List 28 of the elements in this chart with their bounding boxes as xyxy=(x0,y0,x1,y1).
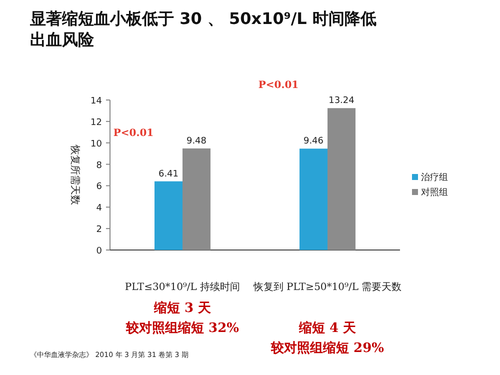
text: P<0.01 xyxy=(257,80,300,91)
y-tick-label: 4 xyxy=(96,204,102,214)
data-label: 13.24 xyxy=(328,96,355,106)
data-label: 9.46 xyxy=(303,136,324,147)
x-tick-label: PLT≤30*10⁹/L 持续时间 xyxy=(124,282,240,293)
chart-title: 显著缩短血小板低于 30 、 50x10⁹/L 时间降低出血风险 xyxy=(30,8,378,50)
y-tick-label: 14 xyxy=(90,96,102,106)
y-tick-label: 0 xyxy=(96,246,102,256)
y-tick-label: 10 xyxy=(90,139,102,150)
y-tick-label: 12 xyxy=(90,118,102,128)
text: 较对照组缩短 29% xyxy=(270,340,385,357)
text: 缩短 3 天 xyxy=(152,300,212,317)
bar xyxy=(154,181,182,250)
y-tick-label: 6 xyxy=(96,182,102,192)
legend-label: 治疗组 xyxy=(421,172,448,183)
bar xyxy=(182,148,210,250)
text: 较对照组缩短 32% xyxy=(124,320,240,337)
bar xyxy=(300,148,328,250)
y-tick-label: 2 xyxy=(96,225,102,236)
y-tick-label: 8 xyxy=(96,160,102,171)
data-label: 9.48 xyxy=(186,136,207,146)
legend-label: 对照组 xyxy=(421,187,448,198)
x-tick-label: 恢复到 PLT≥50*10⁹/L 需要天数 xyxy=(252,280,403,295)
data-label: 6.41 xyxy=(158,169,179,180)
annotation: P<0.01 xyxy=(112,128,155,139)
text: 缩短 4 天 xyxy=(298,320,358,337)
y-axis-title: 恢复所需天数 xyxy=(69,144,81,205)
bar xyxy=(328,108,356,250)
